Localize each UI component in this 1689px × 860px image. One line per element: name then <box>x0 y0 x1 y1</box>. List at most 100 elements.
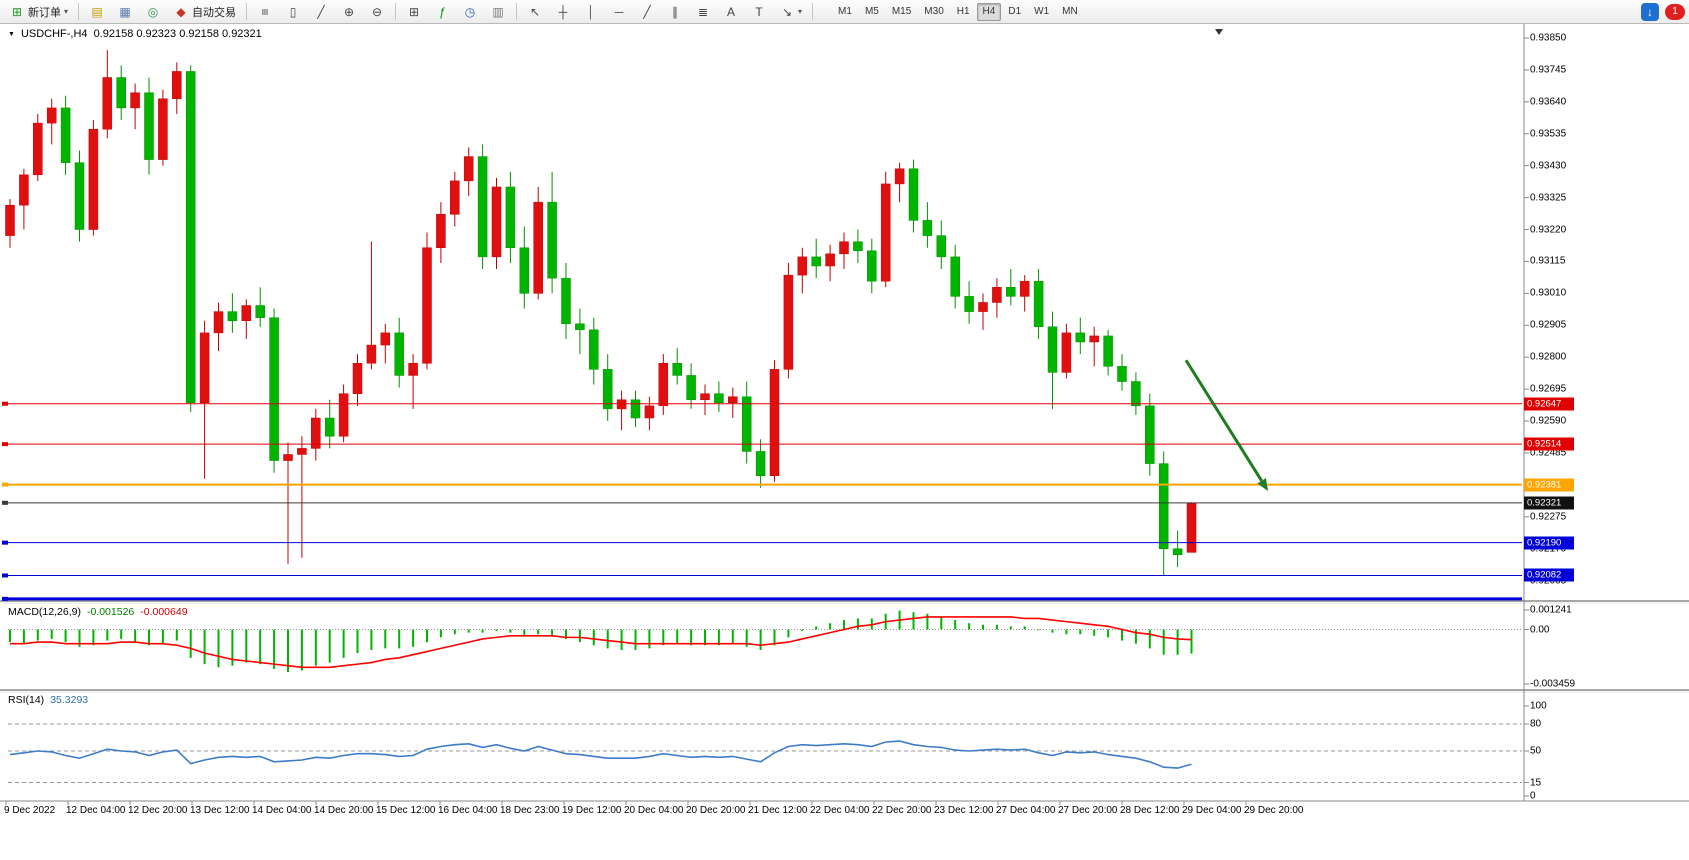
cursor-icon: ↖ <box>529 4 541 19</box>
time-axis-label: 13 Dec 12:00 <box>190 805 250 816</box>
profiles-button[interactable]: ▦ <box>112 2 138 22</box>
refresh-button[interactable]: ◎ <box>140 2 166 22</box>
candle-body <box>505 186 516 249</box>
timeframe-H4[interactable]: H4 <box>976 2 1002 21</box>
candle-body <box>255 305 265 318</box>
rsi-axis-label: 50 <box>1530 745 1542 757</box>
candle-body <box>602 369 613 410</box>
candle-body <box>575 323 585 331</box>
candle-body <box>436 214 446 249</box>
price-tag-0.92321: 0.92321 <box>1524 496 1574 510</box>
candle-body <box>283 454 293 461</box>
trend-arrow[interactable] <box>1184 359 1268 491</box>
chart-window-button[interactable]: ▤ <box>84 2 110 22</box>
price-axis-label: 0.92905 <box>1530 319 1567 331</box>
candle-body <box>519 247 530 294</box>
arrows-tool-button[interactable]: ↘ ▾ <box>774 2 807 22</box>
candle-body <box>477 156 488 258</box>
zoom-out-icon: ⊖ <box>371 4 383 19</box>
candle-body <box>380 332 391 346</box>
candle-body <box>450 180 460 215</box>
rsi-axis-label: 100 <box>1530 700 1547 712</box>
candle-body <box>74 162 85 230</box>
templates-button[interactable]: ▥ <box>485 2 511 22</box>
candle-body <box>269 317 279 461</box>
ohlc-label: 0.92158 0.92323 0.92158 0.92321 <box>93 28 262 40</box>
macd-name: MACD(12,26,9) <box>8 606 81 618</box>
time-axis-label: 9 Dec 2022 <box>4 805 56 816</box>
macd-label: MACD(12,26,9) -0.001526 -0.000649 <box>8 606 188 618</box>
timeframe-M30[interactable]: M30 <box>918 3 949 21</box>
symbol-marker-icon: ▼ <box>8 30 15 38</box>
timeframe-MN[interactable]: MN <box>1056 3 1084 21</box>
price-axis-label: 0.92800 <box>1530 351 1567 363</box>
timeframe-D1[interactable]: D1 <box>1002 3 1027 21</box>
rsi-line <box>9 740 1192 769</box>
trendline-icon: ╱ <box>643 4 651 19</box>
candle-body <box>755 451 766 477</box>
vertical-line-icon: │ <box>587 4 595 19</box>
cursor-button[interactable]: ↖ <box>522 2 548 22</box>
horizontal-lines <box>2 401 1522 601</box>
candle-body <box>547 201 557 279</box>
horizontal-line-button[interactable]: ─ <box>606 2 632 22</box>
candle-body <box>783 274 794 370</box>
text-label-button[interactable]: T <box>746 2 772 22</box>
time-axis-label: 29 Dec 20:00 <box>1244 805 1304 816</box>
vertical-line-button[interactable]: │ <box>578 2 604 22</box>
community-icon[interactable]: ↓ <box>1641 2 1659 21</box>
line-chart-button[interactable]: ╱ <box>308 2 334 22</box>
notification-badge[interactable]: 1 <box>1665 3 1685 20</box>
timeframe-M15[interactable]: M15 <box>886 3 917 21</box>
candle-body <box>908 168 919 221</box>
candle-body <box>1117 366 1127 382</box>
text-tool-icon: A <box>727 4 736 19</box>
autotrading-button[interactable]: ◆ 自动交易 <box>168 2 241 22</box>
zoom-out-button[interactable]: ⊖ <box>364 2 390 22</box>
crosshair-button[interactable]: ┼ <box>550 2 576 22</box>
candle-body <box>561 277 571 325</box>
bar-chart-button[interactable]: ≡ <box>252 2 278 22</box>
timeframe-M5[interactable]: M5 <box>859 3 885 21</box>
price-tag-0.92190: 0.92190 <box>1524 536 1574 550</box>
candle-body <box>950 256 960 297</box>
candle-body <box>352 363 363 394</box>
macd-panel <box>8 610 1522 673</box>
axis-ticks <box>5 37 1529 805</box>
price-tag-0.92647: 0.92647 <box>1524 397 1574 411</box>
candle-body <box>172 71 182 100</box>
period-clock-button[interactable]: ◷ <box>457 2 483 22</box>
candle-body <box>769 369 780 477</box>
toolbar-separator <box>516 3 518 20</box>
macd-signal-line <box>10 616 1192 669</box>
timeframe-M1[interactable]: M1 <box>832 3 858 21</box>
candle-body <box>589 329 599 370</box>
trendline-button[interactable]: ╱ <box>634 2 660 22</box>
indicators-button[interactable]: ƒ <box>429 2 455 22</box>
text-tool-button[interactable]: A <box>718 2 744 22</box>
candle-body <box>19 174 29 206</box>
price-axis-label: 0.93640 <box>1530 96 1567 108</box>
chart-shift-marker-icon[interactable] <box>1215 29 1223 35</box>
time-axis-label: 20 Dec 20:00 <box>686 805 746 816</box>
candlestick-chart-button[interactable]: ▯ <box>280 2 306 22</box>
rsi-value: 35.3293 <box>50 694 89 706</box>
fibonacci-button[interactable]: ≣ <box>690 2 716 22</box>
timeframe-W1[interactable]: W1 <box>1028 3 1055 21</box>
channel-button[interactable]: ∥ <box>662 2 688 22</box>
candle-body <box>880 183 891 282</box>
line-chart-icon: ╱ <box>317 4 325 19</box>
timeframe-H1[interactable]: H1 <box>951 3 976 21</box>
rsi-axis-label: 15 <box>1530 777 1542 788</box>
time-axis-label: 22 Dec 20:00 <box>872 805 932 816</box>
candle-body <box>158 98 168 160</box>
price-axis-label: 0.92275 <box>1530 511 1567 523</box>
new-order-button[interactable]: ⊞ 新订单 ▾ <box>4 2 73 22</box>
macd-axis-label: 0.001241 <box>1530 604 1572 616</box>
zoom-in-button[interactable]: ⊕ <box>336 2 362 22</box>
tile-windows-button[interactable]: ⊞ <box>401 2 427 22</box>
candle-body <box>978 302 988 312</box>
candle-body <box>714 393 724 404</box>
